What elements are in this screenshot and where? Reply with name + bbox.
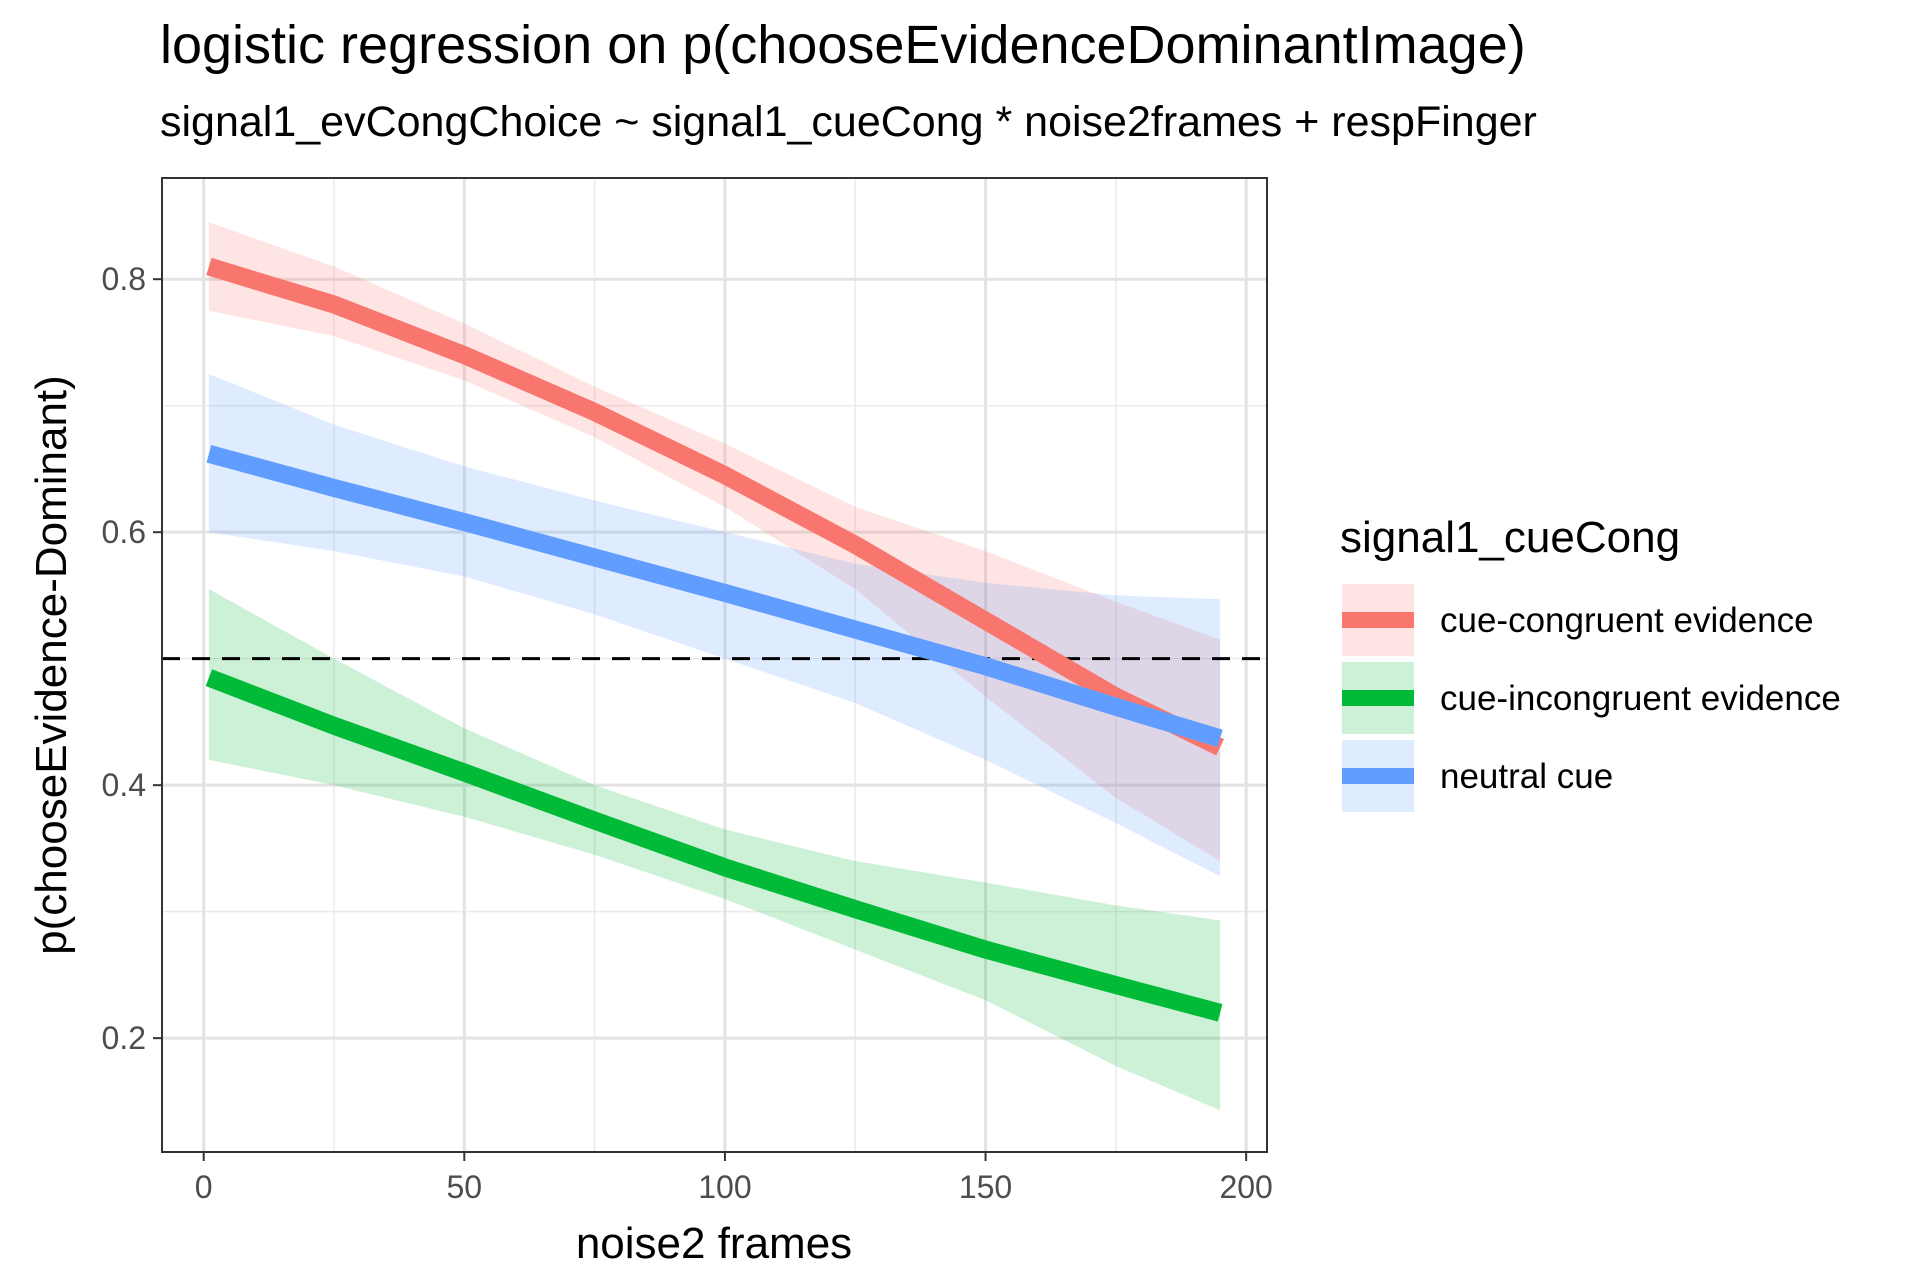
series-line-cue-congruent-evidence: [206, 257, 1225, 756]
x-tick-label: 0: [195, 1169, 213, 1205]
y-axis-title: p(chooseEvidence-Dominant): [27, 375, 76, 955]
y-tick-label: 0.6: [102, 514, 146, 550]
series-lines: [205, 257, 1225, 1022]
plot-panel-border: [161, 177, 1268, 1153]
x-axis-title: noise2 frames: [576, 1219, 852, 1268]
grid: [162, 178, 1267, 1152]
axis-ticks: 0 50 100 150 200 0.2 0.4 0.6 0.8: [102, 261, 1273, 1205]
x-tick-label: 150: [959, 1169, 1012, 1205]
ci-band-cue-incongruent-evidence: [208, 589, 1221, 1111]
y-tick-label: 0.2: [102, 1020, 146, 1056]
x-tick-label: 200: [1219, 1169, 1272, 1205]
chart-title: logistic regression on p(chooseEvidenceD…: [160, 15, 1526, 75]
x-tick-label: 50: [447, 1169, 483, 1205]
legend: signal1_cueCong cue-congruent evidence cu…: [1340, 513, 1841, 812]
plot-panel-background: [162, 178, 1267, 1152]
series-line-cue-incongruent-evidence: [205, 669, 1223, 1022]
legend-title: signal1_cueCong: [1340, 513, 1680, 562]
confidence-bands: [208, 222, 1221, 1111]
x-tick-label: 100: [698, 1169, 751, 1205]
ci-band-cue-congruent-evidence: [208, 222, 1221, 862]
series-line-neutral-cue: [206, 445, 1223, 747]
legend-label: cue-incongruent evidence: [1440, 679, 1841, 718]
chart-subtitle: signal1_evCongChoice ~ signal1_cueCong *…: [160, 98, 1537, 146]
y-tick-label: 0.8: [102, 261, 146, 297]
ci-band-neutral-cue: [208, 374, 1221, 877]
y-tick-label: 0.4: [102, 767, 146, 803]
legend-label: cue-congruent evidence: [1440, 601, 1814, 640]
legend-label: neutral cue: [1440, 757, 1613, 796]
